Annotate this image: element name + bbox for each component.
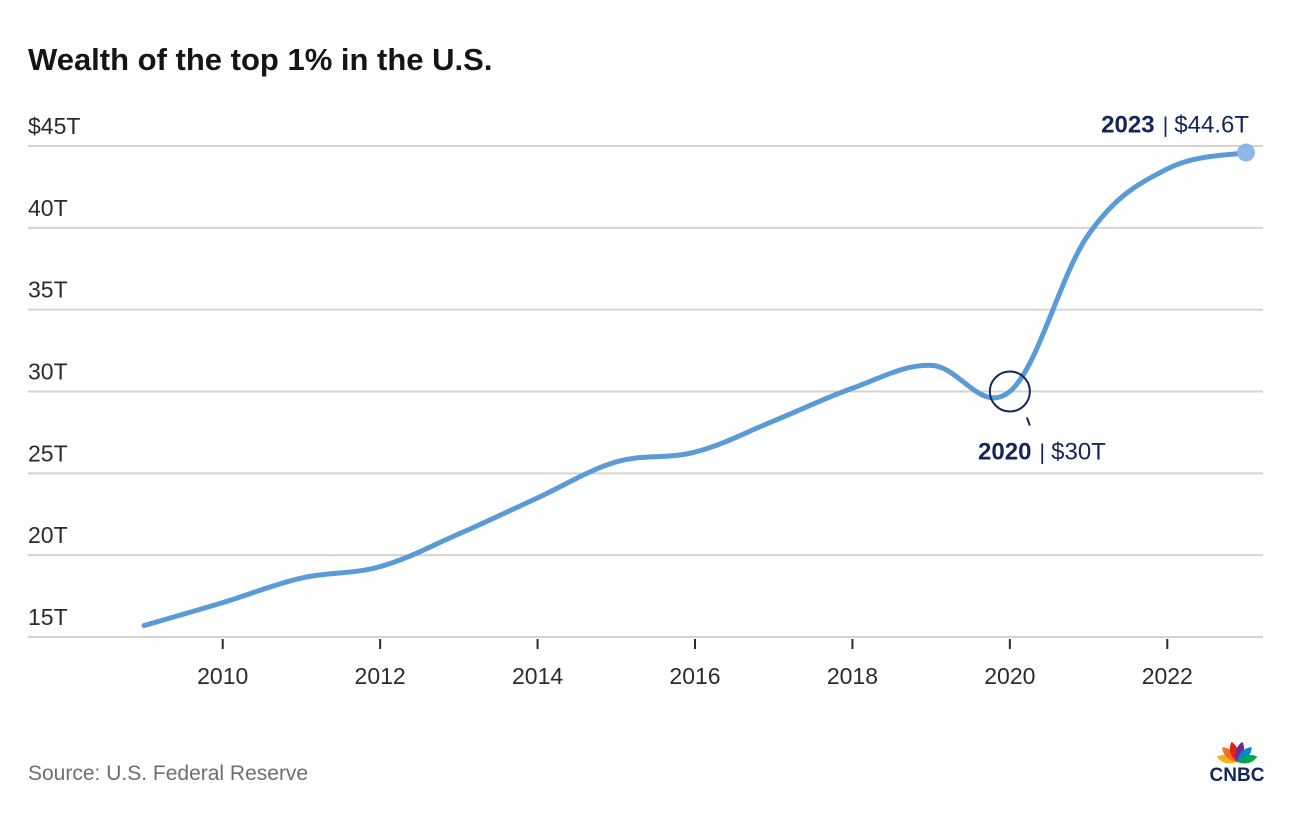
x-tick-label: 2012	[355, 663, 406, 689]
x-tick-label: 2022	[1142, 663, 1193, 689]
cnbc-logo: CNBC	[1210, 741, 1265, 786]
annotation-leader	[1025, 417, 1031, 426]
endpoint-marker	[1237, 143, 1255, 162]
x-tick-label: 2010	[197, 663, 248, 689]
y-axis-labels: 15T 20T 25T 30T 35T 40T $45T	[28, 113, 80, 630]
x-axis: 2010 2012 2014 2016 2018 2020 2022	[197, 639, 1193, 689]
chart-title: Wealth of the top 1% in the U.S.	[28, 42, 492, 77]
peacock-feather	[1235, 741, 1245, 762]
y-tick-label: 35T	[28, 277, 68, 303]
peacock-feather	[1237, 747, 1252, 762]
y-tick-label: $45T	[28, 113, 80, 139]
series-line	[141, 150, 1249, 629]
gridlines	[28, 145, 1263, 638]
annotation-year: 2020	[978, 439, 1031, 466]
annotation-2023: 2023 | $44.6T	[1101, 112, 1255, 162]
annotation-label: 2020 | $30T	[978, 439, 1106, 466]
y-tick-label: 15T	[28, 604, 68, 630]
x-tick-label: 2014	[512, 663, 563, 689]
series	[141, 150, 1249, 629]
peacock-feather	[1222, 747, 1237, 762]
x-tick-label: 2016	[669, 663, 720, 689]
y-tick-label: 20T	[28, 522, 68, 548]
annotation-separator: |	[1163, 113, 1169, 138]
peacock-feather	[1237, 754, 1258, 764]
annotation-separator: |	[1039, 440, 1045, 465]
annotation-label: 2023 | $44.6T	[1101, 112, 1249, 139]
x-tick-label: 2020	[984, 663, 1035, 689]
y-tick-label: 40T	[28, 195, 68, 221]
annotation-value: $44.6T	[1174, 112, 1249, 139]
source-note: Source: U.S. Federal Reserve	[28, 762, 308, 785]
y-tick-label: 30T	[28, 359, 68, 385]
annotation-value: $30T	[1051, 439, 1106, 466]
logo-text: CNBC	[1210, 765, 1265, 786]
highlight-ring	[988, 370, 1031, 413]
peacock-icon	[1216, 741, 1258, 764]
y-tick-label: 25T	[28, 440, 68, 466]
peacock-feather	[1216, 754, 1237, 764]
x-tick-label: 2018	[827, 663, 878, 689]
annotation-year: 2023	[1101, 112, 1154, 139]
annotation-2020: 2020 | $30T	[978, 370, 1106, 466]
